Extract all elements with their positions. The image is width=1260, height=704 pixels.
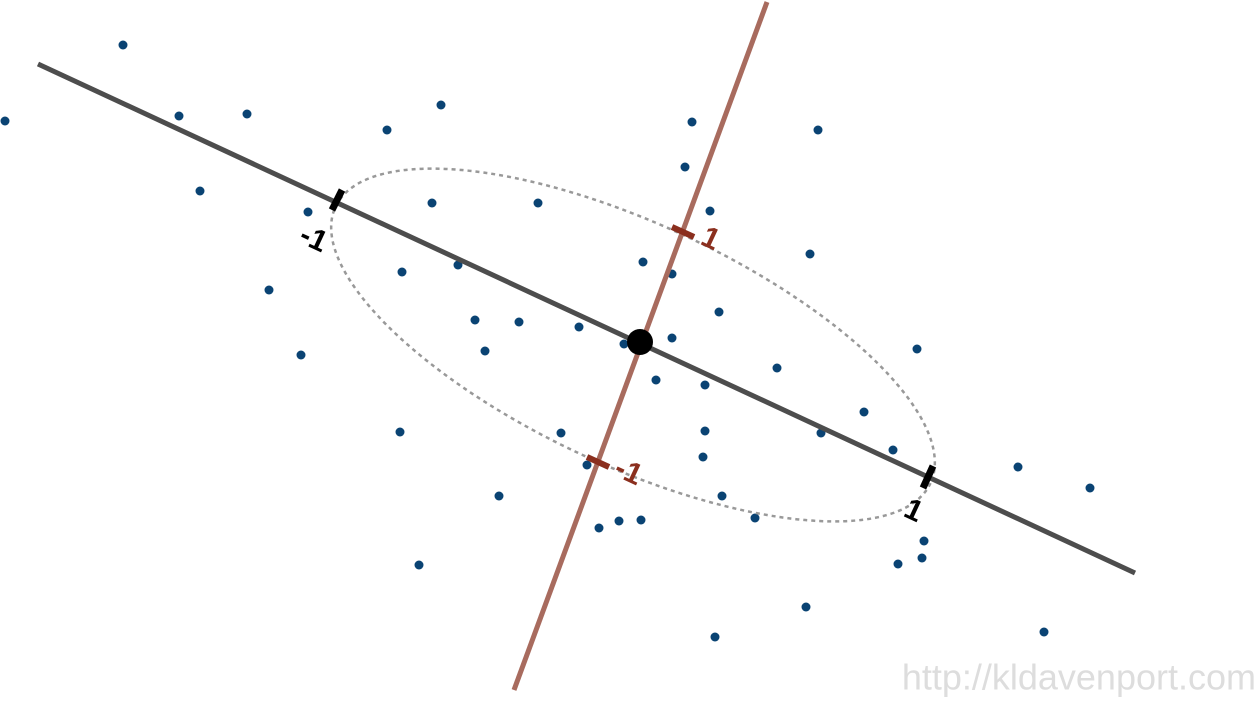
data-point xyxy=(382,125,392,135)
axis-label: 1 xyxy=(899,492,928,529)
data-point xyxy=(556,428,566,438)
major-axis xyxy=(36,61,1137,576)
data-point xyxy=(195,186,205,196)
data-point xyxy=(397,267,407,277)
data-point xyxy=(296,350,306,360)
center xyxy=(627,329,653,355)
data-point xyxy=(687,117,697,127)
data-point xyxy=(303,207,313,217)
data-point xyxy=(0,116,10,126)
data-point xyxy=(436,100,446,110)
data-point xyxy=(453,260,463,270)
data-point xyxy=(813,125,823,135)
data-point xyxy=(700,380,710,390)
data-point xyxy=(888,445,898,455)
data-point xyxy=(414,560,424,570)
data-point xyxy=(705,206,715,216)
data-point xyxy=(680,162,690,172)
data-point xyxy=(118,40,128,50)
data-point xyxy=(1039,627,1049,637)
data-point xyxy=(919,536,929,546)
data-point xyxy=(264,285,274,295)
data-point xyxy=(470,315,480,325)
major-tick xyxy=(328,188,346,212)
data-point xyxy=(594,523,604,533)
data-point xyxy=(514,317,524,327)
data-point xyxy=(772,363,782,373)
data-point xyxy=(582,460,592,470)
data-point xyxy=(801,602,811,612)
major-tick xyxy=(919,464,937,490)
minor-tick xyxy=(585,454,611,470)
data-point xyxy=(533,198,543,208)
axis-label: 1 xyxy=(696,220,725,257)
data-point xyxy=(480,346,490,356)
data-point xyxy=(710,632,720,642)
data-point xyxy=(395,427,405,437)
data-point xyxy=(636,515,646,525)
axis-label: -1 xyxy=(295,218,333,259)
data-point xyxy=(427,198,437,208)
data-point xyxy=(717,491,727,501)
axis-label: -1 xyxy=(610,451,648,492)
data-point xyxy=(174,111,184,121)
data-point xyxy=(917,553,927,563)
data-point xyxy=(1085,483,1095,493)
data-point xyxy=(1013,462,1023,472)
data-point xyxy=(494,491,504,501)
data-point xyxy=(698,452,708,462)
data-point xyxy=(714,307,724,317)
data-point xyxy=(893,559,903,569)
data-point xyxy=(619,339,629,349)
data-point xyxy=(859,407,869,417)
data-point xyxy=(750,513,760,523)
data-point xyxy=(614,516,624,526)
data-point xyxy=(651,375,661,385)
data-point xyxy=(912,344,922,354)
data-point xyxy=(638,257,648,267)
minor-tick xyxy=(670,224,696,240)
data-point xyxy=(667,333,677,343)
data-point xyxy=(700,426,710,436)
data-point xyxy=(805,249,815,259)
points xyxy=(0,40,1095,642)
watermark: http://kldavenport.com xyxy=(902,657,1256,698)
data-point xyxy=(574,322,584,332)
data-point xyxy=(242,109,252,119)
